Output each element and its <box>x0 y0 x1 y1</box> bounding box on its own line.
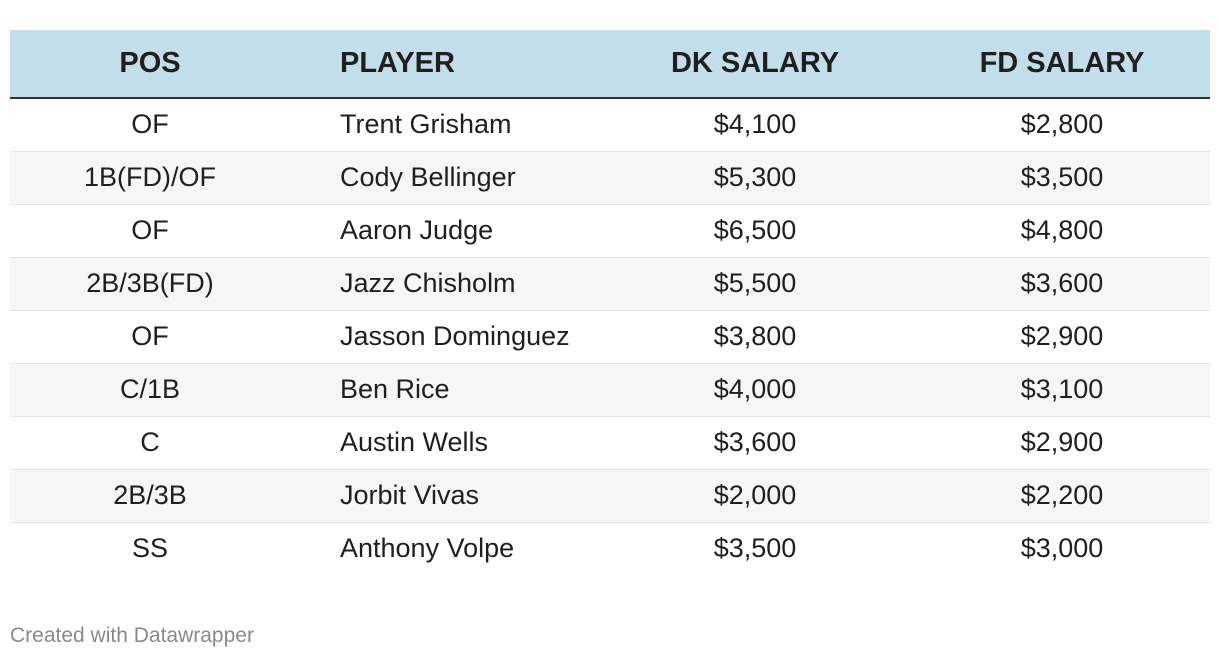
cell-dk-salary: $4,100 <box>713 109 797 140</box>
cell-pos: C <box>140 427 160 457</box>
cell-fd-salary: $2,200 <box>1020 480 1104 510</box>
cell-dk-salary: $4,000 <box>713 374 797 404</box>
cell-dk-salary: $2,000 <box>713 480 797 510</box>
cell-player: Jasson Dominguez <box>340 321 570 351</box>
table-body: OF Trent Grisham $4,100 $2,800 1B(FD)/OF Cody… <box>10 98 1210 575</box>
salary-table: POS PLAYER DK SALARY FD SALARY OF Trent G… <box>10 30 1210 575</box>
cell-pos: 2B/3B(FD) <box>86 268 214 298</box>
cell-fd-salary: $3,000 <box>1020 533 1104 564</box>
cell-pos: SS <box>131 533 169 564</box>
header-pos: POS <box>10 30 290 99</box>
cell-pos: OF <box>131 109 169 140</box>
header-row: POS PLAYER DK SALARY FD SALARY <box>10 30 1210 99</box>
cell-fd-salary: $3,100 <box>1020 374 1104 404</box>
cell-fd-salary: $2,900 <box>1020 321 1104 351</box>
cell-player: Austin Wells <box>340 427 489 457</box>
cell-dk-salary: $3,500 <box>713 533 797 564</box>
table-row: OF Aaron Judge $6,500 $4,800 <box>10 204 1210 257</box>
cell-fd-salary: $2,800 <box>1020 109 1104 140</box>
table-row: 2B/3B Jorbit Vivas $2,000 $2,200 <box>10 469 1210 522</box>
cell-player: Jorbit Vivas <box>340 480 480 510</box>
cell-pos: OF <box>131 215 169 245</box>
table-header: POS PLAYER DK SALARY FD SALARY <box>10 30 1210 99</box>
cell-player: Anthony Volpe <box>340 533 515 564</box>
cell-pos: C/1B <box>119 374 181 404</box>
cell-dk-salary: $3,800 <box>713 321 797 351</box>
header-player: PLAYER <box>290 30 590 99</box>
cell-player: Cody Bellinger <box>340 162 516 192</box>
cell-fd-salary: $4,800 <box>1020 215 1104 245</box>
salary-table-container: POS PLAYER DK SALARY FD SALARY OF Trent G… <box>10 30 1210 575</box>
table-row: OF Trent Grisham $4,100 $2,800 <box>10 98 1210 151</box>
datawrapper-credit: Created with Datawrapper <box>10 624 254 647</box>
cell-dk-salary: $6,500 <box>713 215 797 245</box>
table-row: OF Jasson Dominguez $3,800 $2,900 <box>10 310 1210 363</box>
cell-fd-salary: $2,900 <box>1020 427 1104 457</box>
cell-player: Trent Grisham <box>340 109 512 140</box>
cell-player: Aaron Judge <box>340 215 494 245</box>
cell-fd-salary: $3,500 <box>1020 162 1104 192</box>
header-fd-salary: FD SALARY <box>920 30 1210 99</box>
cell-player: Ben Rice <box>340 374 450 404</box>
table-row: 2B/3B(FD) Jazz Chisholm $5,500 $3,600 <box>10 257 1210 310</box>
table-row: 1B(FD)/OF Cody Bellinger $5,300 $3,500 <box>10 151 1210 204</box>
cell-player: Jazz Chisholm <box>340 268 516 298</box>
cell-fd-salary: $3,600 <box>1020 268 1104 298</box>
cell-pos: 2B/3B <box>113 480 187 510</box>
cell-dk-salary: $3,600 <box>713 427 797 457</box>
table-row: SS Anthony Volpe $3,500 $3,000 <box>10 522 1210 575</box>
cell-dk-salary: $5,300 <box>713 162 797 192</box>
table-row: C/1B Ben Rice $4,000 $3,100 <box>10 363 1210 416</box>
header-dk-salary: DK SALARY <box>590 30 920 99</box>
table-row: C Austin Wells $3,600 $2,900 <box>10 416 1210 469</box>
cell-pos: OF <box>131 321 169 351</box>
cell-dk-salary: $5,500 <box>713 268 797 298</box>
cell-pos: 1B(FD)/OF <box>84 162 216 192</box>
